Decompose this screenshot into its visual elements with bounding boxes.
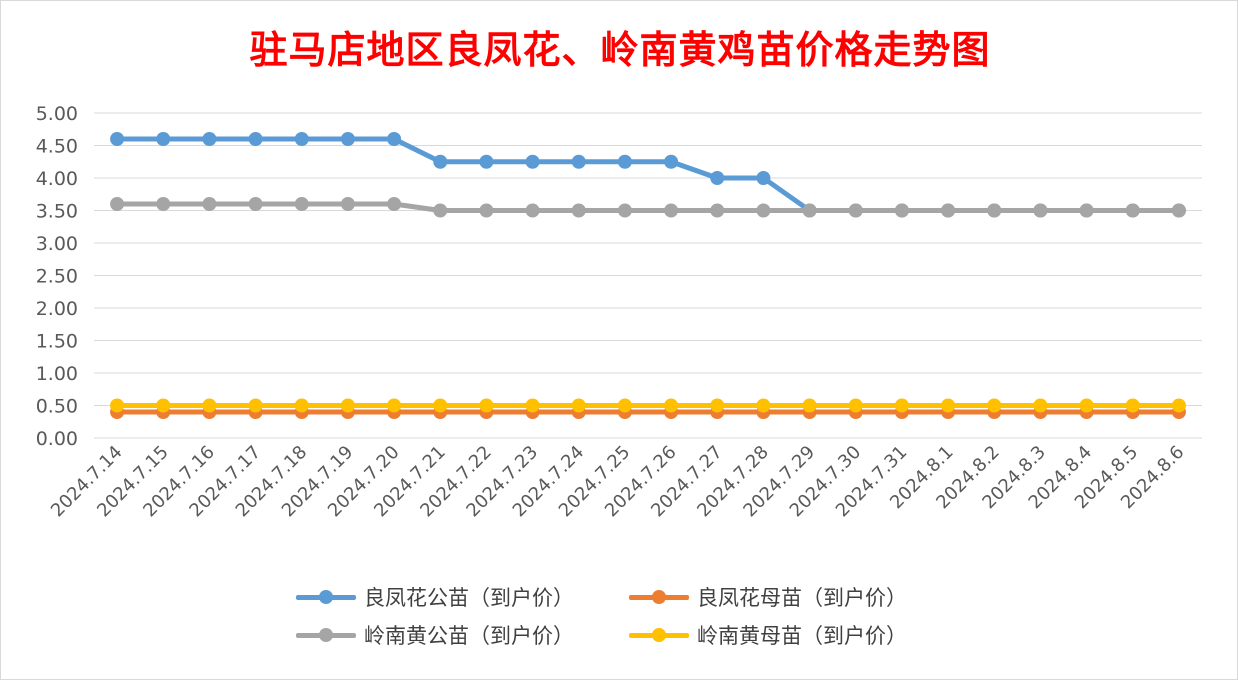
data-point [248,197,263,211]
data-point [664,154,679,169]
data-point [525,398,540,413]
data-point [479,398,494,413]
data-point [571,154,586,169]
data-point [894,203,909,218]
legend-swatch [296,625,356,645]
data-point [571,203,586,218]
y-tick-label: 1.00 [36,363,78,385]
data-point [941,398,956,413]
data-point [710,171,725,185]
y-tick-label: 5.00 [36,103,78,125]
data-point [756,171,771,185]
legend: 良凤花公苗（到户价） 良凤花母苗（到户价） 岭南黄公苗（到户价） 岭南黄母苗（到… [296,581,976,661]
legend-swatch [629,587,689,607]
data-point [202,132,217,146]
legend-label: 岭南黄公苗（到户价） [364,624,574,648]
data-point [1125,203,1140,218]
data-point [110,132,125,146]
legend-label: 岭南黄母苗（到户价） [697,624,907,648]
data-point [110,398,125,413]
y-tick-label: 3.50 [36,201,78,223]
data-point [1079,398,1094,413]
data-point [1125,398,1140,413]
data-point [848,203,863,218]
data-point [248,132,263,146]
series-line [114,136,1182,213]
data-point [387,197,402,211]
data-point [294,132,309,146]
y-tick-label: 4.50 [36,136,78,158]
data-point [1171,398,1186,413]
y-tick-label: 0.50 [36,396,78,418]
data-point [756,398,771,413]
data-point [571,398,586,413]
data-point [340,132,355,146]
legend-swatch [296,587,356,607]
legend-item-series-4: 岭南黄母苗（到户价） [629,619,907,651]
series-3 [110,197,1186,218]
data-point [479,154,494,169]
y-tick-label: 3.00 [36,233,78,255]
y-tick-label: 2.00 [36,298,78,320]
data-point [110,197,125,211]
data-point [387,398,402,413]
data-point [664,203,679,218]
data-point [202,197,217,211]
series-4 [110,398,1186,413]
data-point [387,132,402,146]
data-point [156,197,171,211]
legend-item-series-1: 良凤花公苗（到户价） [296,581,574,613]
data-point [340,398,355,413]
legend-item-series-3: 岭南黄公苗（到户价） [296,619,574,651]
data-point [156,398,171,413]
data-point [156,132,171,146]
data-point [1033,203,1048,218]
data-point [202,398,217,413]
data-point [479,203,494,218]
data-point [433,203,448,218]
data-point [1079,203,1094,218]
series-line [114,201,1182,213]
legend-item-series-2: 良凤花母苗（到户价） [629,581,907,613]
data-point [756,203,771,218]
data-point [941,203,956,218]
data-point [1171,203,1186,218]
data-point [340,197,355,211]
y-tick-label: 1.50 [36,331,78,353]
legend-label: 良凤花公苗（到户价） [364,586,574,610]
data-point [433,398,448,413]
data-point [664,398,679,413]
legend-label: 良凤花母苗（到户价） [697,586,907,610]
data-point [617,203,632,218]
data-point [987,398,1002,413]
data-point [617,154,632,169]
data-point [987,203,1002,218]
data-point [525,203,540,218]
legend-swatch [629,625,689,645]
y-tick-label: 2.50 [36,266,78,288]
data-point [617,398,632,413]
data-point [1033,398,1048,413]
data-point [294,197,309,211]
data-point [294,398,309,413]
data-point [710,398,725,413]
data-point [848,398,863,413]
data-point [433,154,448,169]
y-tick-label: 4.00 [36,168,78,190]
data-point [525,154,540,169]
data-point [710,203,725,218]
data-point [248,398,263,413]
chart-title: 驻马店地区良凤花、岭南黄鸡苗价格走势图 [249,27,991,72]
data-point [894,398,909,413]
data-point [802,398,817,413]
data-point [802,203,817,218]
y-tick-label: 0.00 [36,428,78,450]
